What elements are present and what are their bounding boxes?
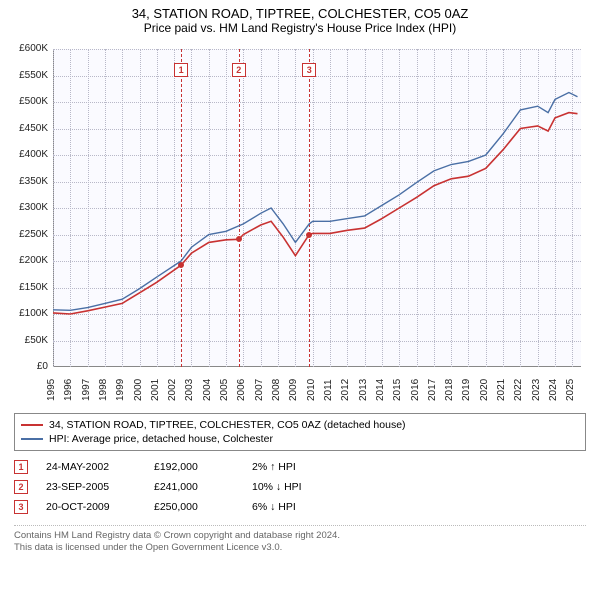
event-price: £241,000 [154,481,234,493]
series-property [53,113,578,314]
legend-row-property: 34, STATION ROAD, TIPTREE, COLCHESTER, C… [21,418,579,432]
xtick-label: 2006 [236,379,247,401]
xtick-label: 2024 [548,379,559,401]
event-row: 3 20-OCT-2009 £250,000 6% ↓ HPI [14,497,586,517]
event-hpi: 6% ↓ HPI [252,501,342,513]
footer-line-1: Contains HM Land Registry data © Crown c… [14,530,586,542]
chart-title: 34, STATION ROAD, TIPTREE, COLCHESTER, C… [0,6,600,21]
xtick-label: 2000 [133,379,144,401]
xtick-label: 2018 [444,379,455,401]
footer: Contains HM Land Registry data © Crown c… [14,525,586,555]
footer-line-2: This data is licensed under the Open Gov… [14,542,586,554]
xtick-label: 1999 [115,379,126,401]
xtick-label: 2022 [513,379,524,401]
chart-lines [8,41,589,375]
xtick-label: 2016 [410,379,421,401]
xtick-label: 1996 [63,379,74,401]
xtick-label: 1997 [81,379,92,401]
event-hpi: 2% ↑ HPI [252,461,342,473]
xtick-label: 2015 [392,379,403,401]
legend-swatch-property [21,424,43,426]
event-date: 20-OCT-2009 [46,501,136,513]
xtick-label: 2010 [306,379,317,401]
event-row: 1 24-MAY-2002 £192,000 2% ↑ HPI [14,457,586,477]
xtick-label: 2001 [150,379,161,401]
event-row-number-box: 3 [14,500,28,514]
chart-subtitle: Price paid vs. HM Land Registry's House … [0,21,600,35]
events-table: 1 24-MAY-2002 £192,000 2% ↑ HPI 2 23-SEP-2005… [14,457,586,517]
series-hpi [53,93,578,311]
xtick-label: 2017 [427,379,438,401]
chart-area: £0£50K£100K£150K£200K£250K£300K£350K£400… [8,41,592,409]
xtick-label: 2011 [323,379,334,401]
event-hpi: 10% ↓ HPI [252,481,342,493]
event-price: £250,000 [154,501,234,513]
event-date: 23-SEP-2005 [46,481,136,493]
xtick-label: 2004 [202,379,213,401]
xtick-label: 2012 [340,379,351,401]
legend-swatch-hpi [21,438,43,440]
xtick-label: 1995 [46,379,57,401]
xtick-label: 2014 [375,379,386,401]
xtick-label: 2019 [461,379,472,401]
title-block: 34, STATION ROAD, TIPTREE, COLCHESTER, C… [0,0,600,35]
event-row-number-box: 1 [14,460,28,474]
xtick-label: 2007 [254,379,265,401]
legend-row-hpi: HPI: Average price, detached house, Colc… [21,432,579,446]
xtick-label: 1998 [98,379,109,401]
xtick-label: 2020 [479,379,490,401]
xtick-label: 2021 [496,379,507,401]
xtick-label: 2023 [531,379,542,401]
legend-label-hpi: HPI: Average price, detached house, Colc… [49,433,273,445]
event-price: £192,000 [154,461,234,473]
xtick-label: 2002 [167,379,178,401]
xtick-label: 2003 [184,379,195,401]
xtick-label: 2005 [219,379,230,401]
xtick-label: 2008 [271,379,282,401]
xtick-label: 2013 [358,379,369,401]
legend: 34, STATION ROAD, TIPTREE, COLCHESTER, C… [14,413,586,451]
legend-label-property: 34, STATION ROAD, TIPTREE, COLCHESTER, C… [49,419,406,431]
xtick-label: 2025 [565,379,576,401]
event-date: 24-MAY-2002 [46,461,136,473]
xtick-label: 2009 [288,379,299,401]
event-row: 2 23-SEP-2005 £241,000 10% ↓ HPI [14,477,586,497]
event-row-number-box: 2 [14,480,28,494]
